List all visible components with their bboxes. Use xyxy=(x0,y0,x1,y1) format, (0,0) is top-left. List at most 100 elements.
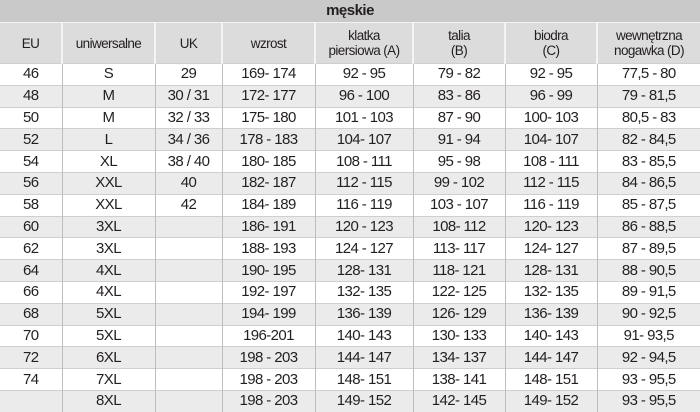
table-cell: 92 - 95 xyxy=(504,63,597,86)
table-cell: 66 xyxy=(0,280,62,304)
size-table: EU uniwersalne UK wzrost klatka piersiowa (A… xyxy=(0,22,700,412)
table-cell: 82 - 84,5 xyxy=(596,128,700,151)
table-row: 70 5XL 196-201 140- 143 130- 133 140- 143 91- … xyxy=(0,324,700,347)
table-cell: 5XL xyxy=(61,324,155,347)
table-cell: 79 - 82 xyxy=(412,63,505,86)
table-cell: 91- 93,5 xyxy=(596,324,700,347)
table-cell xyxy=(0,389,62,412)
table-cell xyxy=(154,346,222,369)
table-cell: 84 - 86,5 xyxy=(596,171,700,195)
table-cell: 108 - 111 xyxy=(504,150,597,173)
table-cell: 124- 127 xyxy=(504,237,597,260)
table-cell: 87 - 90 xyxy=(412,106,505,129)
table-row: 62 3XL 188- 193 124 - 127 113- 117 124- 127 87… xyxy=(0,237,700,260)
table-cell: 112 - 115 xyxy=(314,171,413,195)
table-body: 46 S 29 169- 174 92 - 95 79 - 82 92 - 95 77,5 -… xyxy=(0,63,700,412)
table-cell: 92 - 95 xyxy=(314,63,413,86)
table-row: 50 M 32 / 33 175- 180 101 - 103 87 - 90 100- 1… xyxy=(0,106,700,129)
table-cell: 198 - 203 xyxy=(221,346,315,369)
table-cell: 91 - 94 xyxy=(412,128,505,151)
table-cell: 108 - 111 xyxy=(314,150,413,173)
table-cell: 184- 189 xyxy=(221,193,315,217)
table-cell xyxy=(154,237,222,260)
table-cell: 38 / 40 xyxy=(154,150,222,173)
table-cell: 120- 123 xyxy=(504,215,597,238)
table-row: 60 3XL 186- 191 120 - 123 108- 112 120- 123 86… xyxy=(0,215,700,238)
table-cell: 116 - 119 xyxy=(314,193,413,217)
table-cell: S xyxy=(61,63,155,86)
table-cell: 3XL xyxy=(61,215,155,238)
table-cell: 149- 152 xyxy=(504,389,597,412)
table-cell: 79 - 81,5 xyxy=(596,84,700,108)
table-cell: 5XL xyxy=(61,302,155,326)
table-cell: 132- 135 xyxy=(504,280,597,304)
table-cell: 149- 152 xyxy=(314,389,413,412)
table-cell: 86 - 88,5 xyxy=(596,215,700,238)
table-cell: 32 / 33 xyxy=(154,106,222,129)
table-cell: XXL xyxy=(61,171,155,195)
table-cell: 99 - 102 xyxy=(412,171,505,195)
table-cell: 50 xyxy=(0,106,62,129)
table-cell: 103 - 107 xyxy=(412,193,505,217)
table-cell: 62 xyxy=(0,237,62,260)
column-header: wewnętrzna nogawka (D) xyxy=(596,22,700,64)
table-cell xyxy=(154,324,222,347)
table-cell: 93 - 95,5 xyxy=(596,368,700,391)
table-cell xyxy=(154,280,222,304)
table-cell: 128- 131 xyxy=(504,259,597,282)
table-cell: 130- 133 xyxy=(412,324,505,347)
table-cell: 70 xyxy=(0,324,62,347)
table-cell: 118- 121 xyxy=(412,259,505,282)
table-cell: 140- 143 xyxy=(314,324,413,347)
table-cell: 72 xyxy=(0,346,62,369)
table-cell: 124 - 127 xyxy=(314,237,413,260)
table-cell: 80,5 - 83 xyxy=(596,106,700,129)
header-row: EU uniwersalne UK wzrost klatka piersiowa (A… xyxy=(0,22,700,64)
table-cell: 175- 180 xyxy=(221,106,315,129)
table-cell: 96 - 100 xyxy=(314,84,413,108)
column-header: klatka piersiowa (A) xyxy=(314,22,413,64)
table-cell: 60 xyxy=(0,215,62,238)
table-row: 66 4XL 192- 197 132- 135 122- 125 132- 135 89 … xyxy=(0,280,700,304)
table-cell: 148- 151 xyxy=(504,368,597,391)
column-header: biodra (C) xyxy=(504,22,597,64)
column-header: wzrost xyxy=(221,22,315,64)
table-cell: 132- 135 xyxy=(314,280,413,304)
table-cell xyxy=(154,368,222,391)
table-cell: 108- 112 xyxy=(412,215,505,238)
table-cell: 88 - 90,5 xyxy=(596,259,700,282)
table-cell: 178 - 183 xyxy=(221,128,315,151)
table-cell: 40 xyxy=(154,171,222,195)
table-cell xyxy=(154,389,222,412)
table-cell: 90 - 92,5 xyxy=(596,302,700,326)
table-cell: 52 xyxy=(0,128,62,151)
table-cell xyxy=(154,302,222,326)
table-cell: 68 xyxy=(0,302,62,326)
table-cell: 83 - 86 xyxy=(412,84,505,108)
table-cell: 128- 131 xyxy=(314,259,413,282)
table-cell: 87 - 89,5 xyxy=(596,237,700,260)
column-header: talia (B) xyxy=(412,22,505,64)
table-cell: 188- 193 xyxy=(221,237,315,260)
table-cell: 34 / 36 xyxy=(154,128,222,151)
table-cell: 4XL xyxy=(61,259,155,282)
table-cell: 196-201 xyxy=(221,324,315,347)
table-cell: 85 - 87,5 xyxy=(596,193,700,217)
table-row: 52 L 34 / 36 178 - 183 104- 107 91 - 94 104- 1… xyxy=(0,128,700,151)
table-cell: 134- 137 xyxy=(412,346,505,369)
table-cell: 113- 117 xyxy=(412,237,505,260)
table-cell: 3XL xyxy=(61,237,155,260)
table-cell: 6XL xyxy=(61,346,155,369)
table-cell: 142- 145 xyxy=(412,389,505,412)
table-cell: 180- 185 xyxy=(221,150,315,173)
table-cell: 4XL xyxy=(61,280,155,304)
table-row: 54 XL 38 / 40 180- 185 108 - 111 95 - 98 108 -… xyxy=(0,150,700,173)
table-row: 74 7XL 198 - 203 148- 151 138- 141 148- 151 93… xyxy=(0,368,700,391)
table-cell: 122- 125 xyxy=(412,280,505,304)
table-cell: 83 - 85,5 xyxy=(596,150,700,173)
table-cell: 42 xyxy=(154,193,222,217)
table-cell xyxy=(154,215,222,238)
table-row: 64 4XL 190- 195 128- 131 118- 121 128- 131 88 … xyxy=(0,259,700,282)
table-cell: 144- 147 xyxy=(314,346,413,369)
table-cell: 92 - 94,5 xyxy=(596,346,700,369)
